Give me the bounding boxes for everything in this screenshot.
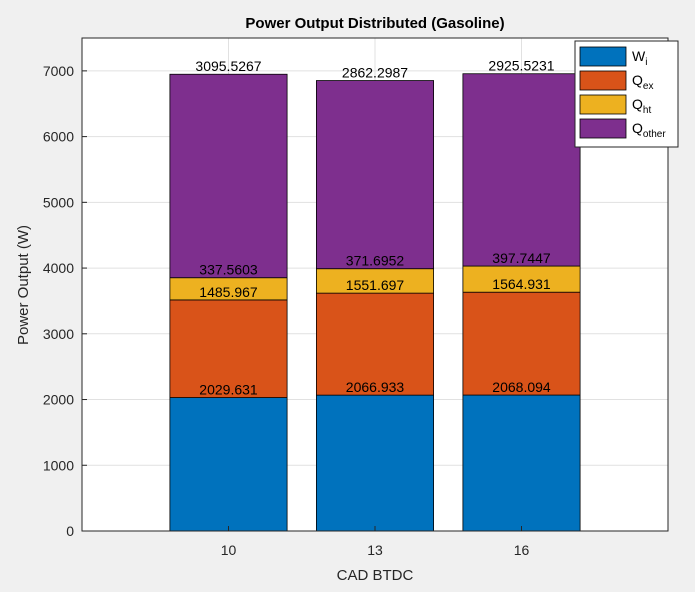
data-labels-layer: 2029.631 1485.967 337.5603 3095.5267 2066.93… <box>195 58 554 398</box>
data-label: 3095.5267 <box>195 58 261 74</box>
bar-segment <box>315 268 434 294</box>
legend-label: Wi <box>632 48 647 68</box>
y-tick-label: 4000 <box>43 260 74 276</box>
bar-segment <box>315 80 434 270</box>
data-label: 2066.933 <box>346 379 405 395</box>
x-tick-label: 13 <box>367 542 383 558</box>
bar-segment <box>315 394 434 532</box>
y-tick-label: 1000 <box>43 457 74 473</box>
x-tick-label: 10 <box>221 542 237 558</box>
data-label: 2029.631 <box>199 382 258 398</box>
bar-segment <box>462 265 581 293</box>
bar-segment <box>462 394 581 532</box>
y-tick-label: 0 <box>66 523 74 539</box>
data-label: 1564.931 <box>492 276 551 292</box>
data-label: 337.5603 <box>199 262 258 278</box>
x-tick-label: 16 <box>514 542 530 558</box>
data-label: 371.6952 <box>346 253 405 269</box>
legend-swatch <box>579 70 627 91</box>
legend-swatch <box>579 118 627 139</box>
bar-segment <box>169 299 288 398</box>
x-axis-label: CAD BTDC <box>337 567 414 584</box>
legend-swatch <box>579 46 627 67</box>
bar-segment <box>315 292 434 396</box>
data-label: 397.7447 <box>492 250 551 266</box>
legend-label: Qht <box>632 96 651 116</box>
data-label: 1485.967 <box>199 284 258 300</box>
legend-label: Qother <box>632 120 666 140</box>
axes-layer: 0 1000 2000 3000 4000 5000 6000 7000 10 13 16 <box>43 63 530 558</box>
bar-segment <box>169 73 288 279</box>
y-tick-label: 7000 <box>43 63 74 79</box>
legend-swatch <box>579 94 627 115</box>
y-axis-label: Power Output (W) <box>15 225 32 345</box>
bar-segment <box>462 291 581 396</box>
bar-segment <box>462 73 581 267</box>
bars-layer <box>169 73 581 532</box>
chart-title: Power Output Distributed (Gasoline) <box>245 15 504 32</box>
legend-label: Qex <box>632 72 653 92</box>
data-label: 2068.094 <box>492 379 551 395</box>
data-label: 1551.697 <box>346 277 405 293</box>
y-tick-label: 5000 <box>43 194 74 210</box>
y-tick-label: 2000 <box>43 392 74 408</box>
bar-segment <box>169 397 288 532</box>
y-tick-label: 6000 <box>43 129 74 145</box>
legend: Wi Qex Qht Qother <box>574 40 679 148</box>
data-label: 2925.5231 <box>488 58 554 74</box>
y-tick-label: 3000 <box>43 326 74 342</box>
data-label: 2862.2987 <box>342 65 408 81</box>
